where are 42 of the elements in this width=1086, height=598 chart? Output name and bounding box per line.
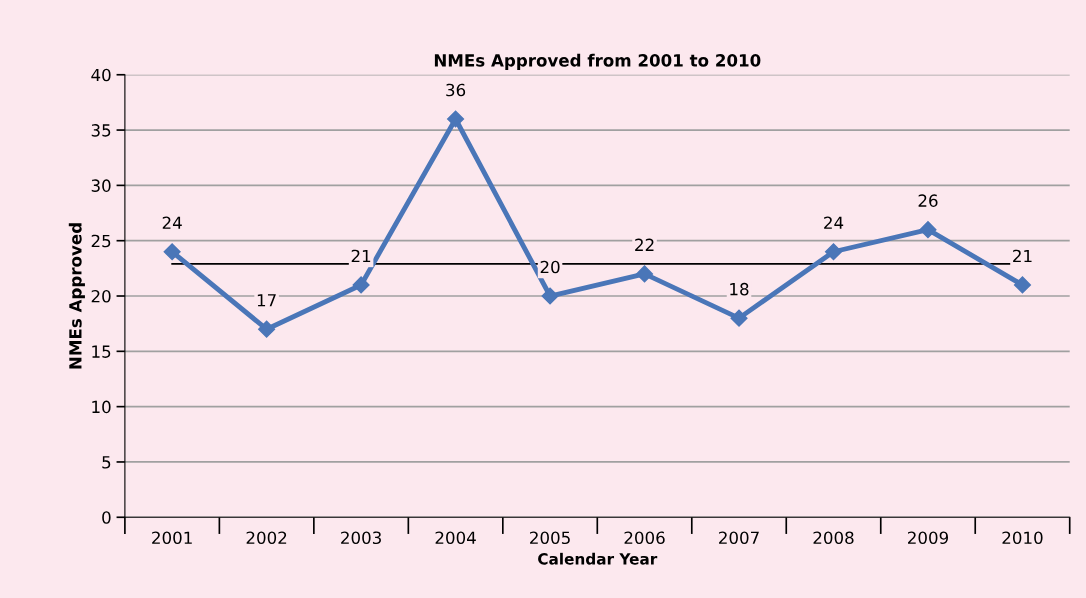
point xyxy=(352,276,370,294)
y-tick-label: 25 xyxy=(91,234,111,248)
x-tick-label: 2001 xyxy=(152,531,192,545)
data-label: 24 xyxy=(824,216,844,229)
data-label: 21 xyxy=(351,249,371,263)
y-tick-label: 15 xyxy=(92,345,111,358)
x-tick-label: 2003 xyxy=(341,531,381,545)
y-tick-label: 5 xyxy=(102,456,111,469)
point xyxy=(258,320,276,338)
y-tick-label: 30 xyxy=(91,179,111,192)
point xyxy=(635,265,654,283)
data-label: 21 xyxy=(1013,249,1032,263)
x-tick-label: 2004 xyxy=(435,531,476,545)
data-label: 20 xyxy=(540,260,560,274)
y-tick-label: 0 xyxy=(102,511,111,524)
data-label: 18 xyxy=(730,282,749,296)
y-tick-label: 10 xyxy=(92,400,111,414)
point xyxy=(824,243,843,261)
x-tick-label: 2010 xyxy=(1002,531,1043,545)
point xyxy=(730,309,748,327)
y-axis-title: NMEs Approved xyxy=(68,223,85,369)
point xyxy=(541,287,559,305)
x-tick-label: 2006 xyxy=(624,531,665,545)
point xyxy=(919,221,937,239)
point xyxy=(163,243,181,261)
y-tick-label: 40 xyxy=(91,68,111,82)
x-tick-label: 2008 xyxy=(813,531,854,545)
data-label: 22 xyxy=(635,238,654,251)
data-label: 36 xyxy=(446,83,466,97)
x-tick-label: 2007 xyxy=(719,531,759,545)
data-label: 17 xyxy=(257,294,276,307)
x-tick-label: 2002 xyxy=(246,531,287,545)
chart-title: NMEs Approved from 2001 to 2010 xyxy=(434,53,761,70)
y-tick-label: 20 xyxy=(91,289,111,303)
point xyxy=(447,110,465,128)
data-label: 24 xyxy=(162,216,182,229)
point xyxy=(1013,276,1032,294)
x-tick-label: 2009 xyxy=(908,531,949,545)
data-label: 26 xyxy=(918,194,938,207)
x-tick-label: 2005 xyxy=(530,531,570,545)
x-axis-title: Calendar Year xyxy=(538,552,658,565)
y-tick-label: 35 xyxy=(91,124,111,137)
